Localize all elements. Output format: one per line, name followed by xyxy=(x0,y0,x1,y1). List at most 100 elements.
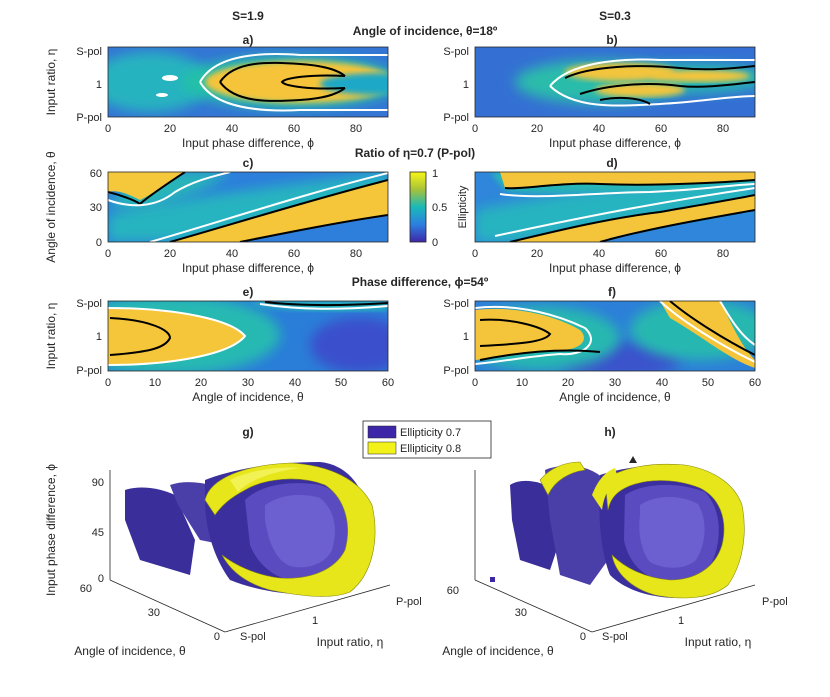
panel-g: 90 45 0 60 30 0 S-pol 1 P-pol Input phas… xyxy=(44,462,422,658)
x-axis-label: Angle of incidence, θ xyxy=(192,390,304,404)
x-ticks: 0 20 40 60 80 xyxy=(472,248,729,260)
point-marker xyxy=(490,577,495,582)
panel-label: c) xyxy=(243,156,254,170)
x-tick: 0 xyxy=(105,377,111,389)
panel-label: d) xyxy=(606,156,617,170)
x-tick: 60 xyxy=(655,248,667,260)
y-axis-label: Input ratio, η xyxy=(44,303,58,370)
x-tick: 60 xyxy=(655,123,667,135)
x-axis-label: Input phase difference, ϕ xyxy=(182,136,314,150)
y-tick: 0 xyxy=(580,631,586,643)
x-tick: 60 xyxy=(749,377,761,389)
panel-h: 60 30 0 S-pol 1 P-pol Angle of incidence… xyxy=(442,456,788,658)
panel-label-h: h) xyxy=(604,425,615,439)
heatmap xyxy=(475,301,755,371)
x-ticks: 0 20 40 60 80 xyxy=(105,123,362,135)
colorbar-tick: 1 xyxy=(432,168,438,180)
y-tick: P-pol xyxy=(76,112,102,124)
x-tick: 20 xyxy=(531,248,543,260)
x-tick: 0 xyxy=(105,123,111,135)
y-tick: S-pol xyxy=(443,46,469,58)
x-tick: P-pol xyxy=(762,596,788,608)
y-tick: P-pol xyxy=(443,112,469,124)
x-axis-label: Angle of incidence, θ xyxy=(559,390,671,404)
y-ticks: S-pol 1 P-pol xyxy=(76,298,102,377)
x-tick: 40 xyxy=(289,377,301,389)
heatmap xyxy=(108,47,388,117)
x-axis-line xyxy=(591,584,756,633)
legend-label: Ellipticity 0.8 xyxy=(400,443,461,455)
y-tick: 1 xyxy=(463,331,469,343)
y-tick: 30 xyxy=(515,607,527,619)
y-tick: 0 xyxy=(214,631,220,643)
x-tick: 30 xyxy=(242,377,254,389)
x-tick: P-pol xyxy=(396,596,422,608)
panel-label: b) xyxy=(606,33,617,47)
y-axis-line xyxy=(109,579,226,633)
heatmap xyxy=(475,172,755,242)
legend-label: Ellipticity 0.7 xyxy=(400,427,461,439)
y-tick: 0 xyxy=(96,237,102,249)
y-tick: 30 xyxy=(148,607,160,619)
panel-a: a) 0 20 40 60 80 S-pol 1 P-pol Input xyxy=(44,33,389,150)
panel-d: d) 0 20 40 60 80 Input phase difference,… xyxy=(472,156,756,275)
y-axis-label: Angle of incidence, θ xyxy=(74,644,186,658)
heatmap xyxy=(108,301,388,371)
colorbar-label: Ellipticity xyxy=(457,185,469,228)
x-tick: 10 xyxy=(516,377,528,389)
x-ticks: 0 10 20 30 40 50 60 xyxy=(472,377,761,389)
y-tick: 30 xyxy=(90,202,102,214)
x-axis-line xyxy=(224,584,391,633)
y-axis-line xyxy=(474,579,593,633)
heatmap xyxy=(108,172,388,242)
s-left-label: S=1.9 xyxy=(232,9,264,23)
surface-0.7 xyxy=(125,462,371,595)
x-tick: S-pol xyxy=(602,631,628,643)
panel-label: f) xyxy=(608,285,616,299)
y-tick: 60 xyxy=(90,168,102,180)
x-tick: 0 xyxy=(105,248,111,260)
x-tick: 0 xyxy=(472,377,478,389)
x-tick: 40 xyxy=(226,123,238,135)
y-tick: S-pol xyxy=(76,298,102,310)
x-tick: 80 xyxy=(717,123,729,135)
x-tick: 80 xyxy=(717,248,729,260)
surface-0.7 xyxy=(510,465,744,598)
panel-label: a) xyxy=(243,33,254,47)
x-tick: 40 xyxy=(593,248,605,260)
x-tick: 60 xyxy=(288,123,300,135)
x-tick: 60 xyxy=(382,377,394,389)
heatmap xyxy=(475,47,755,117)
x-tick: 1 xyxy=(312,615,318,627)
colorbar-gradient xyxy=(409,171,427,243)
legend: Ellipticity 0.7 Ellipticity 0.8 xyxy=(362,420,492,459)
colorbar-tick: 0.5 xyxy=(432,202,447,214)
colorbar-tick: 0 xyxy=(432,237,438,249)
x-tick: 0 xyxy=(472,123,478,135)
x-tick: 40 xyxy=(656,377,668,389)
x-tick: 20 xyxy=(562,377,574,389)
x-ticks: 0 20 40 60 80 xyxy=(105,248,362,260)
x-tick: 50 xyxy=(335,377,347,389)
y-tick: P-pol xyxy=(76,365,102,377)
surface-0.8 xyxy=(204,462,376,597)
y-ticks: 60 30 0 xyxy=(90,168,102,249)
x-tick: 20 xyxy=(164,248,176,260)
x-tick: 80 xyxy=(350,123,362,135)
legend-swatch-0.8 xyxy=(367,441,397,455)
panel-label-g: g) xyxy=(242,425,253,439)
y-ticks: S-pol 1 P-pol xyxy=(443,298,469,377)
y-tick: 1 xyxy=(463,79,469,91)
row1-title: Angle of incidence, θ=18º xyxy=(353,24,498,38)
row3-title: Phase difference, ϕ=54º xyxy=(352,275,489,289)
x-axis-label: Input phase difference, ϕ xyxy=(549,261,681,275)
x-axis-label: Input ratio, η xyxy=(317,635,384,649)
y-ticks: S-pol 1 P-pol xyxy=(443,46,469,124)
y-tick: 60 xyxy=(80,583,92,595)
panel-b: b) 0 20 40 60 80 S-pol 1 P-pol Input xyxy=(443,33,756,150)
y-axis-label: Angle of incidence, θ xyxy=(44,151,58,263)
y-tick: P-pol xyxy=(443,365,469,377)
y-axis-label: Angle of incidence, θ xyxy=(442,644,554,658)
x-tick: S-pol xyxy=(240,631,266,643)
